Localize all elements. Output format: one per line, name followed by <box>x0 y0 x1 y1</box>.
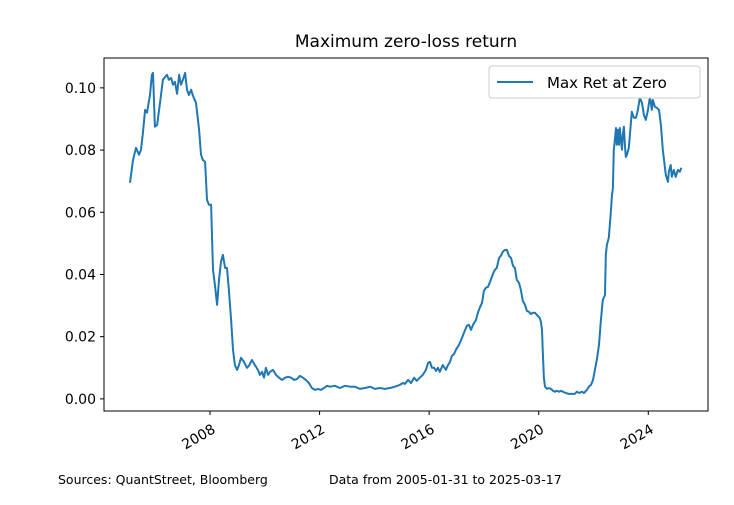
y-tick-label: 0.10 <box>65 81 96 97</box>
legend-label: Max Ret at Zero <box>547 74 667 92</box>
y-tick-label: 0.00 <box>65 392 96 408</box>
legend-box <box>488 65 701 99</box>
plot-frame <box>103 57 709 412</box>
legend: Max Ret at Zero <box>488 65 701 99</box>
y-axis: 0.00 0.02 0.04 0.06 0.08 0.10 <box>65 81 104 408</box>
y-tick-label: 0.02 <box>65 330 96 346</box>
footer-data-range: Data from 2005-01-31 to 2025-03-17 <box>329 472 562 487</box>
series-line-max-ret-at-zero <box>129 71 683 395</box>
y-tick-label: 0.06 <box>65 205 96 221</box>
chart-title: Maximum zero-loss return <box>295 32 517 52</box>
y-tick-label: 0.04 <box>65 267 96 283</box>
footer-sources: Sources: QuantStreet, Bloomberg <box>58 472 268 487</box>
y-tick-label: 0.08 <box>65 143 96 159</box>
